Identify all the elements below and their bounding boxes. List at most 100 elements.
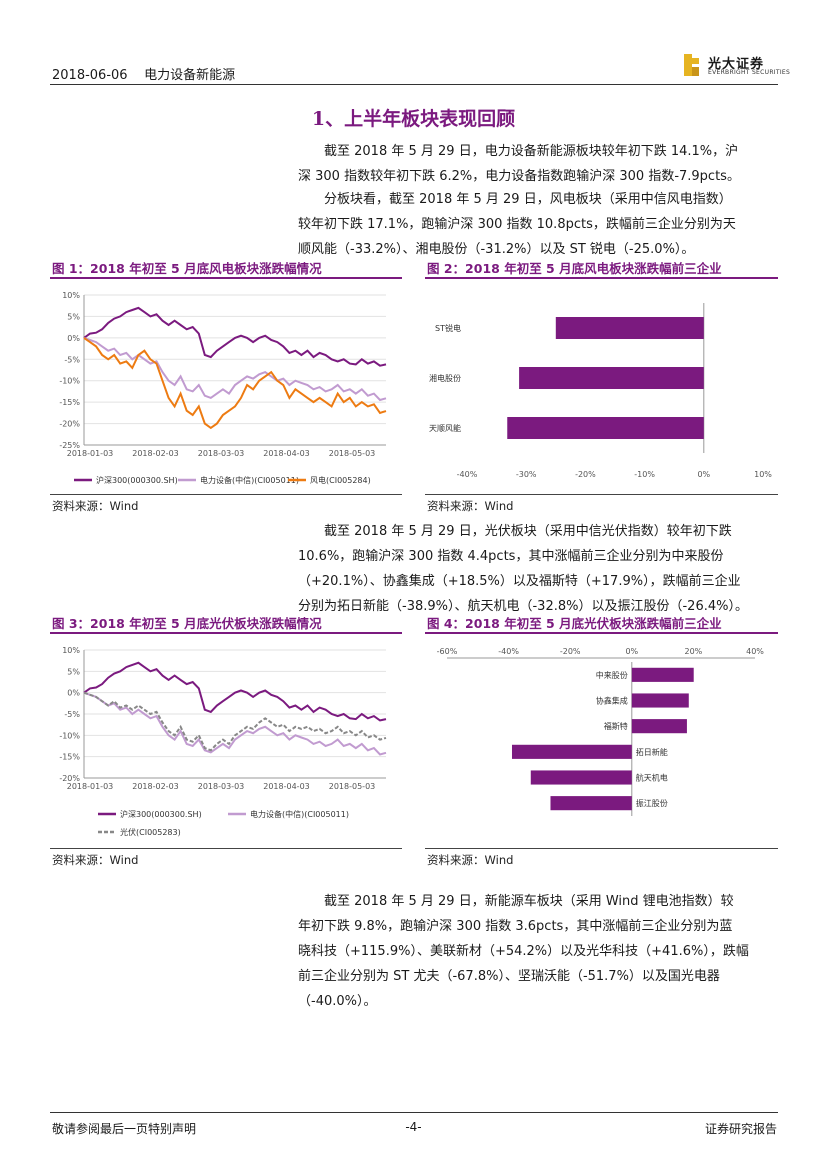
paragraph-4: 截至 2018 年 5 月 29 日，新能源车板块（采用 Wind 锂电池指数）… <box>298 889 778 1014</box>
section-title: 1、上半年板块表现回顾 <box>311 108 516 130</box>
figure-3-line-chart: 10% 5% 0% -5% -10% -15% -20%2018-01-03 2018-02-… <box>59 646 387 837</box>
legend-label: 电力设备(中信)(CI005011) <box>250 809 349 819</box>
x-tick-label: -30% <box>516 470 537 479</box>
y-tick-label: -5% <box>64 355 80 364</box>
logo-english-name: EVERBRIGHT SECURITIES <box>708 69 791 76</box>
series-line <box>83 306 387 367</box>
figure-1-chart: 10% 5% 0% -5% -10% -15% -20% -25% 2018-01-03 2018… <box>50 281 402 493</box>
figure-3-source: 资料来源：Wind <box>52 853 139 867</box>
paragraph-1: 截至 2018 年 5 月 29 日，电力设备新能源板块较年初下跌 14.1%，… <box>298 139 778 189</box>
series-line <box>83 337 387 430</box>
bar <box>631 719 687 734</box>
paragraph-line: 晓科技（+115.9%）、美联新材（+54.2%）以及光华科技（+41.6%），… <box>298 944 749 959</box>
y-tick-label: 5% <box>67 312 80 321</box>
x-tick-label: 2018-05-03 <box>329 449 376 458</box>
x-tick-label: -40% <box>498 647 519 656</box>
paragraph-line: 年初下跌 9.8%，跑输沪深 300 指数 3.6pcts，其中涨幅前三企业分别… <box>298 919 733 934</box>
paragraph-line: 前三企业分别为 ST 尤夫（-67.8%）、坚瑞沃能（-51.7%）以及国光电器 <box>298 969 720 984</box>
y-tick-label: 5% <box>67 667 80 676</box>
footer-report-type: 证券研究报告 <box>704 1122 777 1136</box>
y-tick-label: -5% <box>64 710 80 719</box>
paragraph-line: 深 300 指数较年初下跌 6.2%，电力设备指数跑输沪深 300 指数-7.9… <box>298 169 740 184</box>
figure-3-source-rule <box>50 848 402 849</box>
figure-3-title: 图 3：2018 年初至 5 月底光伏板块涨跌幅情况 <box>52 616 322 631</box>
category-label: 振江股份 <box>636 798 668 808</box>
figure-1-line-chart: 10% 5% 0% -5% -10% -15% -20% -25%2018-01-03 2018… <box>59 291 387 485</box>
bar <box>555 317 704 339</box>
figure-4-source-rule <box>425 848 778 849</box>
x-tick-label: -20% <box>575 470 596 479</box>
figure-1-title-rule <box>50 277 402 279</box>
x-tick-label: 2018-03-03 <box>198 449 245 458</box>
x-tick-label: 40% <box>746 647 764 656</box>
series-line <box>83 336 387 402</box>
figure-2-chart: -40% -30% -20% -10% 0% 10% ST锐电 湘电股份 天顺风能 <box>425 281 778 493</box>
figure-1-source: 资料来源：Wind <box>52 499 139 513</box>
report-date: 2018-06-06 <box>52 68 128 83</box>
paragraph-2: 分板块看，截至 2018 年 5 月 29 日，风电板块（采用中信风电指数） 较… <box>298 187 778 262</box>
x-tick-label: 2018-05-03 <box>329 782 376 791</box>
y-tick-label: 10% <box>62 291 80 300</box>
y-tick-label: -10% <box>59 731 80 740</box>
x-tick-label: 0% <box>625 647 638 656</box>
paragraph-line: （+20.1%）、协鑫集成（+18.5%）以及福斯特（+17.9%），跌幅前三企… <box>298 574 741 589</box>
bar <box>631 667 694 682</box>
figure-3-chart: 10% 5% 0% -5% -10% -15% -20% 2018-01-03 2018-02-… <box>50 636 402 847</box>
footer-rule <box>50 1112 778 1113</box>
figure-2-source-rule <box>425 494 778 495</box>
x-tick-label: 2018-01-03 <box>67 782 114 791</box>
figure-2-title-rule <box>425 277 778 279</box>
y-tick-label: 10% <box>62 646 80 655</box>
paragraph-line: 截至 2018 年 5 月 29 日，光伏板块（采用中信光伏指数）较年初下跌 <box>324 524 732 539</box>
x-tick-label: 2018-02-03 <box>132 449 179 458</box>
paragraph-line: 较年初下跌 17.1%，跑输沪深 300 指数 10.8pcts，跌幅前三企业分… <box>298 217 736 232</box>
category-label: 拓日新能 <box>636 747 668 757</box>
bar <box>530 770 632 785</box>
figure-2-title: 图 2：2018 年初至 5 月底风电板块涨跌幅前三企业 <box>427 261 722 276</box>
series-line <box>83 661 387 722</box>
paragraph-line: 截至 2018 年 5 月 29 日，新能源车板块（采用 Wind 锂电池指数）… <box>324 894 734 909</box>
figure-4-bar-chart: -60% -40% -20% 0% 20% 40% 中来股份协鑫集成福斯特拓日新能航天机电振… <box>437 647 764 816</box>
x-tick-label: 2018-04-03 <box>263 449 310 458</box>
x-tick-label: 0% <box>697 470 710 479</box>
y-tick-label: -20% <box>59 420 80 429</box>
x-tick-label: -20% <box>560 647 581 656</box>
series-line <box>83 691 387 756</box>
legend-label: 风电(CI005284) <box>310 475 371 485</box>
x-tick-label: 2018-01-03 <box>67 449 114 458</box>
paragraph-3: 截至 2018 年 5 月 29 日，光伏板块（采用中信光伏指数）较年初下跌 1… <box>298 519 778 619</box>
y-tick-label: -20% <box>59 774 80 783</box>
category-label: 中来股份 <box>596 670 628 680</box>
series-line <box>83 691 387 752</box>
y-tick-label: 0% <box>67 334 80 343</box>
y-tick-label: 0% <box>67 689 80 698</box>
y-tick-label: -25% <box>59 441 80 450</box>
legend-label: 沪深300(000300.SH) <box>120 809 202 819</box>
legend-label: 光伏(CI005283) <box>120 827 181 837</box>
category-label: 协鑫集成 <box>596 696 628 706</box>
logo-chinese-name: 光大证券 <box>708 57 765 72</box>
x-tick-label: 2018-02-03 <box>132 782 179 791</box>
x-tick-label: -10% <box>634 470 655 479</box>
category-label: 天顺风能 <box>429 423 461 433</box>
x-tick-label: 2018-03-03 <box>198 782 245 791</box>
y-tick-label: -15% <box>59 753 80 762</box>
figure-4-chart: -60% -40% -20% 0% 20% 40% 中来股份 协鑫集成 福斯特 拓日新能 航天机电振… <box>425 636 778 847</box>
category-label: 湘电股份 <box>429 373 461 383</box>
header-rule <box>50 84 778 85</box>
figure-1-title: 图 1：2018 年初至 5 月底风电板块涨跌幅情况 <box>52 261 322 276</box>
category-label: 航天机电 <box>636 773 668 783</box>
x-tick-label: 20% <box>685 647 703 656</box>
everbright-logo-mark-icon <box>684 54 699 76</box>
footer-disclaimer: 敬请参阅最后一页特别声明 <box>52 1122 197 1136</box>
x-tick-label: -40% <box>457 470 478 479</box>
bar <box>631 693 689 708</box>
header-date-industry: 2018-06-06 电力设备新能源 <box>52 64 235 83</box>
figure-3-title-rule <box>50 632 402 634</box>
paragraph-line: 分板块看，截至 2018 年 5 月 29 日，风电板块（采用中信风电指数） <box>324 192 732 207</box>
x-tick-label: 10% <box>754 470 772 479</box>
y-tick-label: -10% <box>59 377 80 386</box>
paragraph-line: 顺风能（-33.2%）、湘电股份（-31.2%）以及 ST 锐电（-25.0%）… <box>298 242 695 257</box>
figure-1-source-rule <box>50 494 402 495</box>
